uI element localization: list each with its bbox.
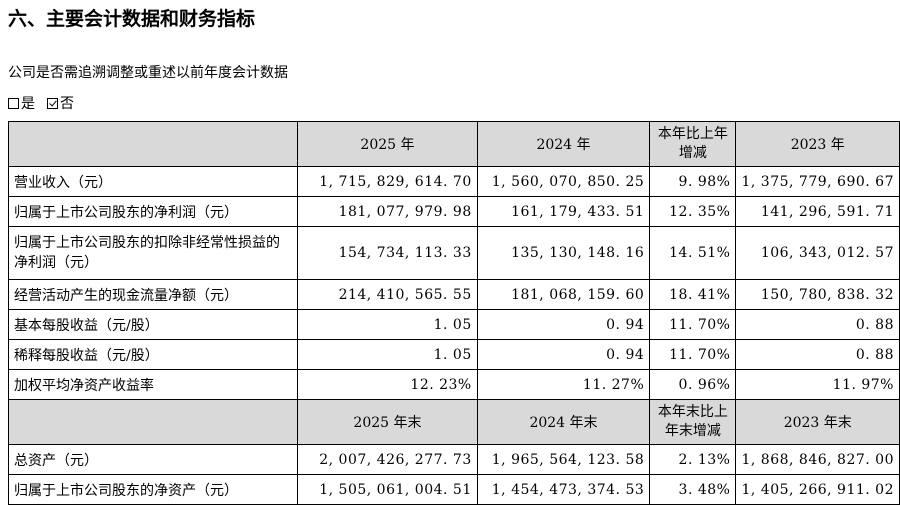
value-cell: 1. 05 (297, 309, 478, 340)
value-cell: 161, 179, 433. 51 (476, 196, 651, 227)
value-cell: 135, 130, 148. 16 (476, 226, 651, 280)
value-cell: 0. 94 (476, 339, 651, 370)
option-yes[interactable]: 是 (8, 93, 35, 113)
value-cell: 0. 88 (735, 309, 900, 340)
value-cell: 12. 23% (297, 369, 478, 400)
table-row: 归属于上市公司股东的净利润（元） 181, 077, 979. 98 161, … (7, 196, 900, 227)
restatement-question: 公司是否需追溯调整或重述以前年度会计数据 (8, 65, 288, 81)
header-cell: 2024 年末 (476, 399, 651, 445)
value-cell: 181, 068, 159. 60 (476, 279, 651, 310)
table-header-row: 2025 年末 2024 年末 本年末比上年末增减 2023 年末 (7, 399, 900, 445)
value-cell: 1, 715, 829, 614. 70 (297, 166, 478, 197)
value-cell: 1, 505, 061, 004. 51 (297, 474, 478, 505)
value-cell: 1, 405, 266, 911. 02 (735, 474, 900, 505)
value-cell: 1, 375, 779, 690. 67 (735, 166, 900, 197)
table-header-row: 2025 年 2024 年 本年比上年增减 2023 年 (7, 121, 900, 167)
table-row: 总资产（元） 2, 007, 426, 277. 73 1, 965, 564,… (7, 444, 900, 475)
header-cell: 2024 年 (476, 121, 651, 167)
value-cell: 1, 965, 564, 123. 58 (476, 444, 651, 475)
value-cell: 2. 13% (649, 444, 737, 475)
value-cell: 154, 734, 113. 33 (297, 226, 478, 280)
value-cell: 0. 88 (735, 339, 900, 370)
row-label: 加权平均净资产收益率 (7, 369, 299, 400)
section-title: 六、主要会计数据和财务指标 (8, 8, 256, 30)
value-cell: 0. 96% (649, 369, 737, 400)
row-label: 总资产（元） (7, 444, 299, 475)
row-label: 营业收入（元） (7, 166, 299, 197)
checkbox-no[interactable] (47, 97, 58, 109)
table-row: 营业收入（元） 1, 715, 829, 614. 70 1, 560, 070… (7, 166, 900, 197)
header-cell: 2023 年末 (735, 399, 900, 445)
value-cell: 214, 410, 565. 55 (297, 279, 478, 310)
value-cell: 106, 343, 012. 57 (735, 226, 900, 280)
value-cell: 181, 077, 979. 98 (297, 196, 478, 227)
value-cell: 1, 560, 070, 850. 25 (476, 166, 651, 197)
value-cell: 1, 454, 473, 374. 53 (476, 474, 651, 505)
financial-data-table: 2025 年 2024 年 本年比上年增减 2023 年 营业收入（元） 1, … (7, 121, 900, 505)
value-cell: 150, 780, 838. 32 (735, 279, 900, 310)
option-yes-label: 是 (21, 96, 35, 112)
value-cell: 1, 868, 846, 827. 00 (735, 444, 900, 475)
option-no-label: 否 (60, 96, 74, 112)
value-cell: 14. 51% (649, 226, 737, 280)
table-row: 归属于上市公司股东的净资产（元） 1, 505, 061, 004. 51 1,… (7, 474, 900, 505)
value-cell: 18. 41% (649, 279, 737, 310)
table-row: 经营活动产生的现金流量净额（元） 214, 410, 565. 55 181, … (7, 279, 900, 310)
header-cell (7, 399, 299, 445)
value-cell: 11. 70% (649, 339, 737, 370)
header-cell: 本年比上年增减 (649, 121, 737, 167)
table-row: 加权平均净资产收益率 12. 23% 11. 27% 0. 96% 11. 97… (7, 369, 900, 400)
header-cell: 2025 年末 (297, 399, 478, 445)
value-cell: 1. 05 (297, 339, 478, 370)
option-no[interactable]: 否 (47, 93, 74, 113)
table-row: 基本每股收益（元/股） 1. 05 0. 94 11. 70% 0. 88 (7, 309, 900, 340)
row-label: 稀释每股收益（元/股） (7, 339, 299, 370)
value-cell: 12. 35% (649, 196, 737, 227)
value-cell: 0. 94 (476, 309, 651, 340)
checkbox-yes[interactable] (8, 97, 19, 109)
row-label: 归属于上市公司股东的净利润（元） (7, 196, 299, 227)
value-cell: 11. 27% (476, 369, 651, 400)
value-cell: 9. 98% (649, 166, 737, 197)
value-cell: 3. 48% (649, 474, 737, 505)
row-label: 基本每股收益（元/股） (7, 309, 299, 340)
row-label: 归属于上市公司股东的净资产（元） (7, 474, 299, 505)
value-cell: 141, 296, 591. 71 (735, 196, 900, 227)
value-cell: 2, 007, 426, 277. 73 (297, 444, 478, 475)
table-row: 稀释每股收益（元/股） 1. 05 0. 94 11. 70% 0. 88 (7, 339, 900, 370)
header-cell: 2023 年 (735, 121, 900, 167)
table-row: 归属于上市公司股东的扣除非经常性损益的净利润（元） 154, 734, 113.… (7, 226, 900, 280)
row-label: 归属于上市公司股东的扣除非经常性损益的净利润（元） (7, 226, 299, 280)
value-cell: 11. 70% (649, 309, 737, 340)
restatement-options: 是 否 (8, 93, 86, 113)
row-label: 经营活动产生的现金流量净额（元） (7, 279, 299, 310)
header-cell: 2025 年 (297, 121, 478, 167)
header-cell (7, 121, 299, 167)
header-cell: 本年末比上年末增减 (649, 399, 737, 445)
value-cell: 11. 97% (735, 369, 900, 400)
